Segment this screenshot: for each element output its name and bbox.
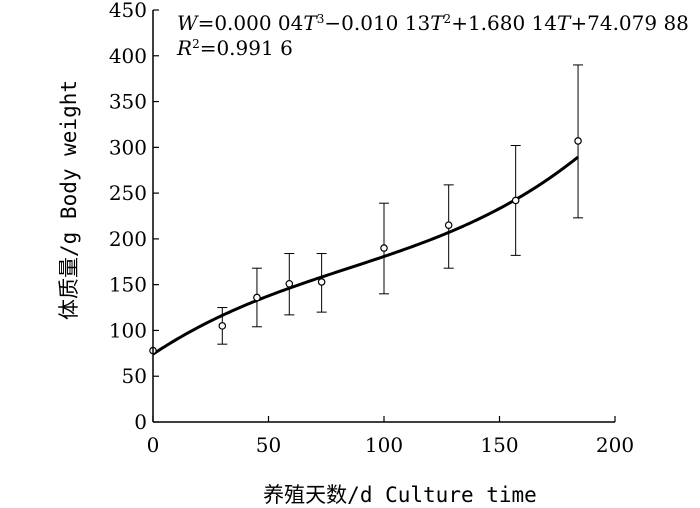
- x-tick-label: 150: [480, 433, 518, 457]
- data-point: [380, 244, 388, 252]
- y-tick-label: 200: [109, 227, 147, 251]
- y-tick-label: 400: [109, 44, 147, 68]
- y-tick-label: 50: [122, 364, 147, 388]
- x-tick-label: 50: [256, 433, 281, 457]
- x-tick-label: 0: [147, 433, 160, 457]
- y-tick-label: 300: [109, 135, 147, 159]
- y-tick-label: 0: [134, 410, 147, 434]
- data-point: [511, 196, 520, 205]
- x-tick-label: 200: [596, 433, 634, 457]
- y-tick-label: 450: [109, 0, 147, 22]
- x-tick-label: 100: [365, 433, 403, 457]
- y-axis-label: 体质量/g Body weight: [57, 80, 81, 320]
- fit-equation: W=0.000 04T3−0.010 13T2+1.680 14T+74.079…: [177, 11, 689, 35]
- data-point: [285, 279, 294, 288]
- y-tick-label: 350: [109, 90, 147, 114]
- r-squared: R2=0.991 6: [176, 36, 293, 60]
- y-tick-label: 100: [109, 318, 147, 342]
- y-tick-label: 250: [109, 181, 147, 205]
- data-point: [574, 137, 582, 145]
- y-tick-label: 150: [109, 273, 147, 297]
- data-point: [317, 278, 326, 286]
- data-point: [444, 221, 453, 229]
- data-point: [218, 322, 227, 330]
- data-point: [253, 293, 261, 302]
- fit-curve: [152, 155, 579, 356]
- x-axis-label: 养殖天数/d Culture time: [263, 483, 537, 507]
